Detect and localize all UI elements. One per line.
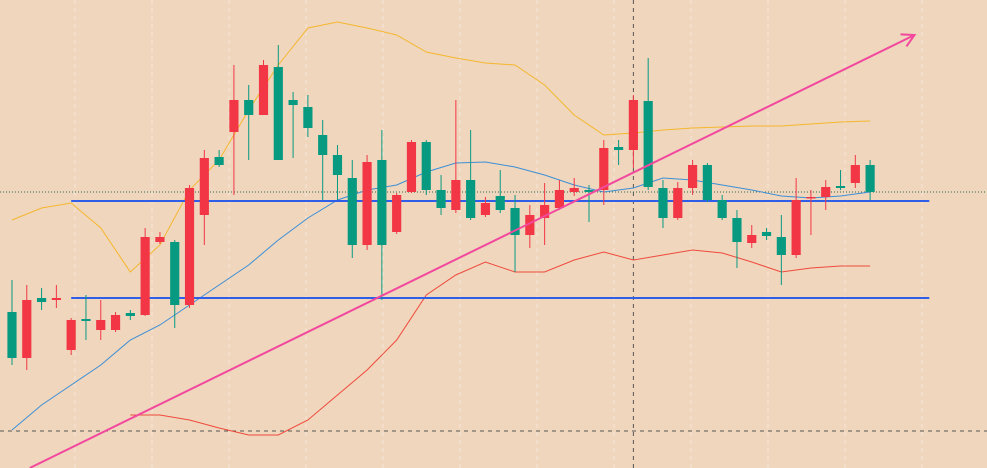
- line-series: [130, 249, 871, 436]
- candle-body: [288, 100, 298, 105]
- candle-body: [451, 180, 461, 210]
- candle-body: [170, 242, 180, 305]
- candle-body: [362, 162, 372, 245]
- candle-body: [732, 218, 742, 242]
- candle-body: [643, 101, 653, 187]
- candle-body: [199, 158, 209, 215]
- candle-body: [22, 300, 32, 358]
- candle-body: [747, 235, 757, 243]
- candle-body: [821, 187, 831, 197]
- candle-body: [110, 315, 121, 330]
- candle-body: [318, 135, 328, 155]
- candle-body: [406, 142, 417, 192]
- candle-body: [140, 237, 150, 315]
- candle-body: [466, 180, 476, 218]
- candle-body: [155, 237, 165, 242]
- candle-body: [569, 188, 579, 192]
- candle-body: [392, 195, 402, 232]
- trend-line: [29, 34, 915, 468]
- candle-body: [96, 320, 106, 330]
- candle-body: [229, 100, 239, 132]
- candle-body: [717, 200, 727, 218]
- candle-body: [761, 232, 772, 236]
- candle-body: [658, 188, 668, 218]
- candle-body: [7, 312, 17, 358]
- candle-body: [51, 298, 61, 300]
- candle-body: [687, 165, 698, 188]
- candle-body: [835, 186, 846, 188]
- candle-body: [184, 188, 195, 305]
- candle-body: [214, 157, 224, 165]
- candle-body: [480, 203, 491, 215]
- candle-body: [436, 190, 446, 208]
- candle-body: [614, 147, 624, 150]
- candle-body: [66, 320, 76, 350]
- candle-body: [806, 197, 816, 199]
- line-series: [11, 161, 871, 431]
- candle-body: [628, 100, 638, 150]
- candle-body: [510, 208, 520, 235]
- candle-body: [258, 65, 269, 115]
- candle-body: [303, 107, 313, 128]
- candle-body: [776, 237, 786, 255]
- candle-body: [525, 215, 535, 235]
- candle-body: [244, 100, 254, 115]
- candle-body: [865, 165, 875, 192]
- candle-body: [554, 190, 564, 208]
- candle-body: [850, 165, 860, 183]
- candle-body: [702, 165, 712, 200]
- candle-body: [347, 178, 357, 245]
- candle-body: [36, 298, 47, 302]
- candle-body: [540, 205, 550, 218]
- candle-body: [791, 200, 801, 255]
- candle-body: [599, 148, 609, 190]
- candle-body: [584, 190, 594, 192]
- candle-body: [273, 67, 283, 160]
- trend-arrow: [900, 33, 917, 48]
- candle-body: [81, 319, 91, 321]
- candle-body: [377, 160, 387, 245]
- candle-body: [332, 155, 343, 175]
- candle-body: [495, 196, 505, 210]
- candle-body: [125, 313, 135, 316]
- candle-body: [673, 188, 683, 218]
- candle-body: [421, 142, 431, 190]
